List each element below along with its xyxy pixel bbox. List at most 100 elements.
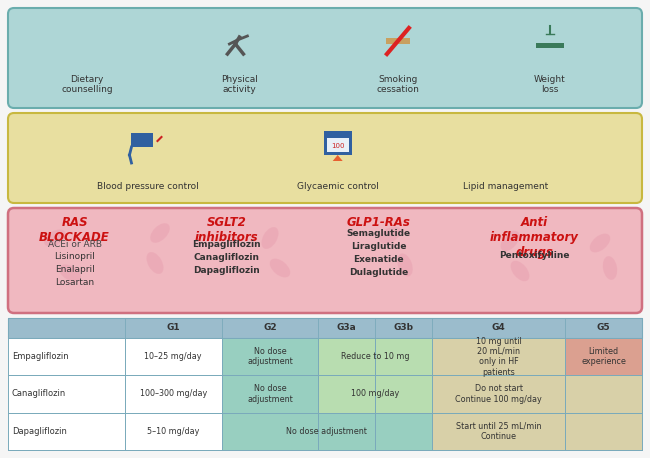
Text: RAS
BLOCKADE: RAS BLOCKADE: [39, 216, 110, 244]
Text: Do not start
Continue 100 mg/day: Do not start Continue 100 mg/day: [455, 384, 542, 403]
Text: No dose
adjustment: No dose adjustment: [247, 384, 292, 403]
Text: Losartan: Losartan: [55, 278, 94, 287]
Bar: [8, 338, 125, 376]
Ellipse shape: [59, 264, 81, 282]
Bar: [8, 376, 125, 413]
Text: 10 mg until
20 mL/min
only in HF
patients: 10 mg until 20 mL/min only in HF patient…: [476, 337, 521, 377]
Text: G3a: G3a: [337, 323, 357, 333]
Bar: [318, 338, 375, 376]
Ellipse shape: [590, 234, 610, 252]
Bar: [125, 338, 222, 376]
Text: Dapagliflozin: Dapagliflozin: [193, 266, 260, 275]
Bar: [432, 413, 566, 450]
Circle shape: [541, 25, 559, 43]
Bar: [222, 376, 318, 413]
Text: ACEi or ARB: ACEi or ARB: [47, 240, 101, 249]
Text: Physical
activity: Physical activity: [221, 75, 258, 94]
FancyBboxPatch shape: [8, 208, 642, 313]
Ellipse shape: [511, 261, 529, 281]
Text: Reduce to 10 mg: Reduce to 10 mg: [341, 352, 410, 361]
Text: G1: G1: [166, 323, 180, 333]
Text: Exenatide: Exenatide: [354, 255, 404, 264]
Polygon shape: [333, 155, 343, 161]
Text: Empagliflozin: Empagliflozin: [192, 240, 261, 249]
Bar: [375, 338, 432, 376]
Bar: [432, 376, 566, 413]
Polygon shape: [70, 50, 83, 58]
Text: Glycaemic control: Glycaemic control: [297, 182, 378, 191]
Text: 5–10 mg/day: 5–10 mg/day: [147, 427, 200, 436]
Text: GLP1-RAs: GLP1-RAs: [347, 216, 411, 229]
Bar: [432, 338, 566, 376]
Text: Liraglutide: Liraglutide: [351, 242, 407, 251]
Bar: [566, 338, 642, 376]
Text: Dulaglutide: Dulaglutide: [349, 268, 408, 277]
Text: Enalapril: Enalapril: [55, 265, 94, 274]
Text: Dapagliflozin: Dapagliflozin: [12, 427, 67, 436]
Text: No dose
adjustment: No dose adjustment: [247, 347, 292, 366]
Circle shape: [153, 136, 162, 146]
Ellipse shape: [150, 223, 170, 243]
Bar: [125, 413, 222, 450]
Bar: [536, 43, 564, 48]
Text: G5: G5: [597, 323, 610, 333]
Ellipse shape: [261, 227, 279, 249]
Ellipse shape: [146, 252, 164, 274]
Polygon shape: [87, 50, 103, 60]
Ellipse shape: [270, 259, 291, 278]
Bar: [222, 338, 318, 376]
Bar: [318, 413, 375, 450]
Text: Smoking
cessation: Smoking cessation: [376, 75, 419, 94]
Circle shape: [498, 140, 501, 142]
Bar: [131, 133, 153, 147]
Bar: [8, 413, 125, 450]
Circle shape: [512, 137, 515, 141]
Text: Empagliflozin: Empagliflozin: [12, 352, 69, 361]
Text: SGLT2
inhibitors: SGLT2 inhibitors: [195, 216, 259, 244]
Bar: [324, 131, 352, 155]
Text: Limited
experience: Limited experience: [581, 347, 626, 366]
Circle shape: [501, 146, 504, 148]
Bar: [566, 413, 642, 450]
Bar: [222, 413, 318, 450]
Text: 100–300 mg/day: 100–300 mg/day: [140, 389, 207, 398]
Text: Pentoxifylline: Pentoxifylline: [499, 251, 569, 260]
Text: G4: G4: [491, 323, 506, 333]
Text: Semaglutide: Semaglutide: [347, 229, 411, 238]
Ellipse shape: [603, 256, 618, 280]
Circle shape: [488, 127, 524, 163]
Bar: [318, 376, 375, 413]
Text: No dose adjustment: No dose adjustment: [286, 427, 367, 436]
Text: Start until 25 mL/min
Continue: Start until 25 mL/min Continue: [456, 422, 541, 441]
Bar: [375, 413, 432, 450]
Circle shape: [538, 22, 562, 46]
Circle shape: [510, 142, 514, 145]
Circle shape: [87, 26, 103, 42]
Circle shape: [496, 143, 499, 147]
Circle shape: [235, 27, 244, 37]
Bar: [125, 376, 222, 413]
Ellipse shape: [397, 253, 413, 277]
Ellipse shape: [379, 226, 401, 244]
Text: Lisinopril: Lisinopril: [54, 252, 95, 261]
Text: 100 mg/day: 100 mg/day: [351, 389, 399, 398]
Polygon shape: [70, 28, 89, 48]
Text: Canagliflozin: Canagliflozin: [12, 389, 66, 398]
Bar: [8, 318, 642, 338]
Text: Dietary
counselling: Dietary counselling: [62, 75, 113, 94]
FancyBboxPatch shape: [8, 113, 642, 203]
FancyBboxPatch shape: [8, 8, 642, 108]
Text: Anti
inflammatory
drugs: Anti inflammatory drugs: [490, 216, 578, 259]
Bar: [566, 376, 642, 413]
Text: Blood pressure control: Blood pressure control: [97, 182, 198, 191]
Bar: [386, 38, 410, 44]
Text: Canagliflozin: Canagliflozin: [194, 253, 260, 262]
Bar: [327, 138, 348, 152]
Text: 100: 100: [331, 143, 345, 149]
Bar: [375, 376, 432, 413]
Text: G2: G2: [263, 323, 277, 333]
Text: G3b: G3b: [393, 323, 413, 333]
Text: Lipid management: Lipid management: [463, 182, 549, 191]
Circle shape: [504, 136, 507, 138]
Circle shape: [508, 148, 511, 152]
